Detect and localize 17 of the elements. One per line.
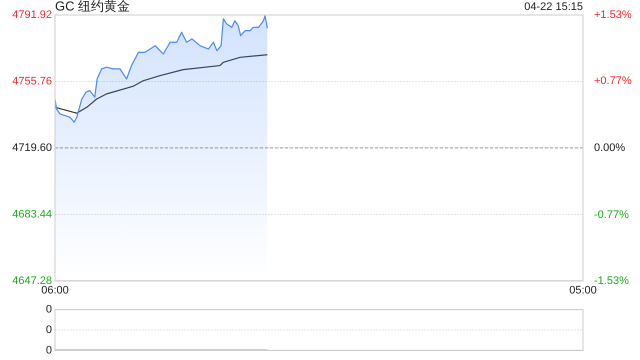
y2-tick-label: -0.77% (594, 208, 630, 221)
y2-tick-label: +0.77% (594, 75, 632, 88)
y-tick-label: 0 (46, 304, 52, 316)
x-tick-label: 06:00 (41, 284, 69, 296)
y-tick-label: 4755.76 (12, 75, 52, 88)
y-tick-label: 4791.92 (12, 9, 52, 22)
y2-tick-label: -1.53% (594, 274, 630, 287)
chart-title: GC 纽约黄金 (55, 0, 130, 14)
text: 04-22 15:15 (524, 1, 583, 14)
y2-tick-label: 0.00% (594, 142, 626, 154)
y2-tick-label: +1.53% (594, 9, 632, 22)
y-tick-label: 0 (46, 344, 52, 356)
x-tick-label: 05:00 (569, 284, 597, 296)
y-tick-label: 4647.28 (12, 274, 52, 287)
y-tick-label: 0 (46, 324, 52, 336)
y-tick-label: 4683.44 (12, 208, 52, 220)
y-tick-label: 4719.60 (12, 142, 52, 154)
